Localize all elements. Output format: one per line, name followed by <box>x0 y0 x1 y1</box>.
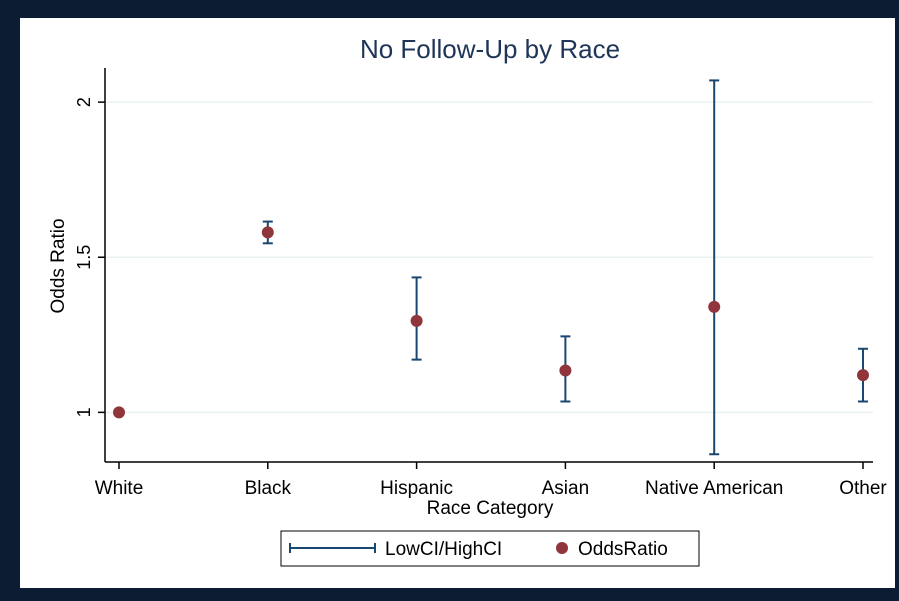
legend-errorbar-label: LowCI/HighCI <box>385 539 502 560</box>
x-tick-label: Hispanic <box>380 478 453 499</box>
x-tick-label: White <box>95 478 144 499</box>
legend: LowCI/HighCI OddsRatio <box>280 530 700 567</box>
odds-ratio-point <box>113 406 125 419</box>
x-tick-label: Native American <box>645 478 783 499</box>
odds-ratio-point <box>559 364 572 377</box>
odds-ratio-point <box>261 226 274 239</box>
legend-point-label: OddsRatio <box>578 539 668 560</box>
odds-ratio-point <box>708 300 721 313</box>
error-bars <box>262 79 868 456</box>
chart-panel: No Follow-Up by Race 1 1.5 2 White Black His… <box>20 18 895 588</box>
y-tick-label: 2 <box>74 97 94 107</box>
x-tick-label: Other <box>839 478 887 499</box>
x-tick-label: Asian <box>542 478 590 499</box>
x-ticks: White Black Hispanic Asian Native American Ot… <box>95 462 887 499</box>
y-tick-label: 1.5 <box>74 245 94 270</box>
odds-ratio-points <box>113 226 869 419</box>
gridlines <box>106 101 873 414</box>
odds-ratio-chart: No Follow-Up by Race 11.52 White Black His… <box>48 34 887 567</box>
x-axis-label: Race Category <box>427 498 554 519</box>
x-tick-label: Black <box>245 478 292 499</box>
y-ticks: 11.52 <box>74 97 105 417</box>
y-tick-label: 1 <box>74 407 94 417</box>
odds-ratio-point <box>857 369 869 382</box>
chart-title: No Follow-Up by Race <box>360 34 620 64</box>
odds-ratio-point <box>410 314 423 327</box>
y-axis-label: Odds Ratio <box>48 218 69 313</box>
error-bar <box>709 79 720 456</box>
legend-point-symbol <box>556 542 568 554</box>
